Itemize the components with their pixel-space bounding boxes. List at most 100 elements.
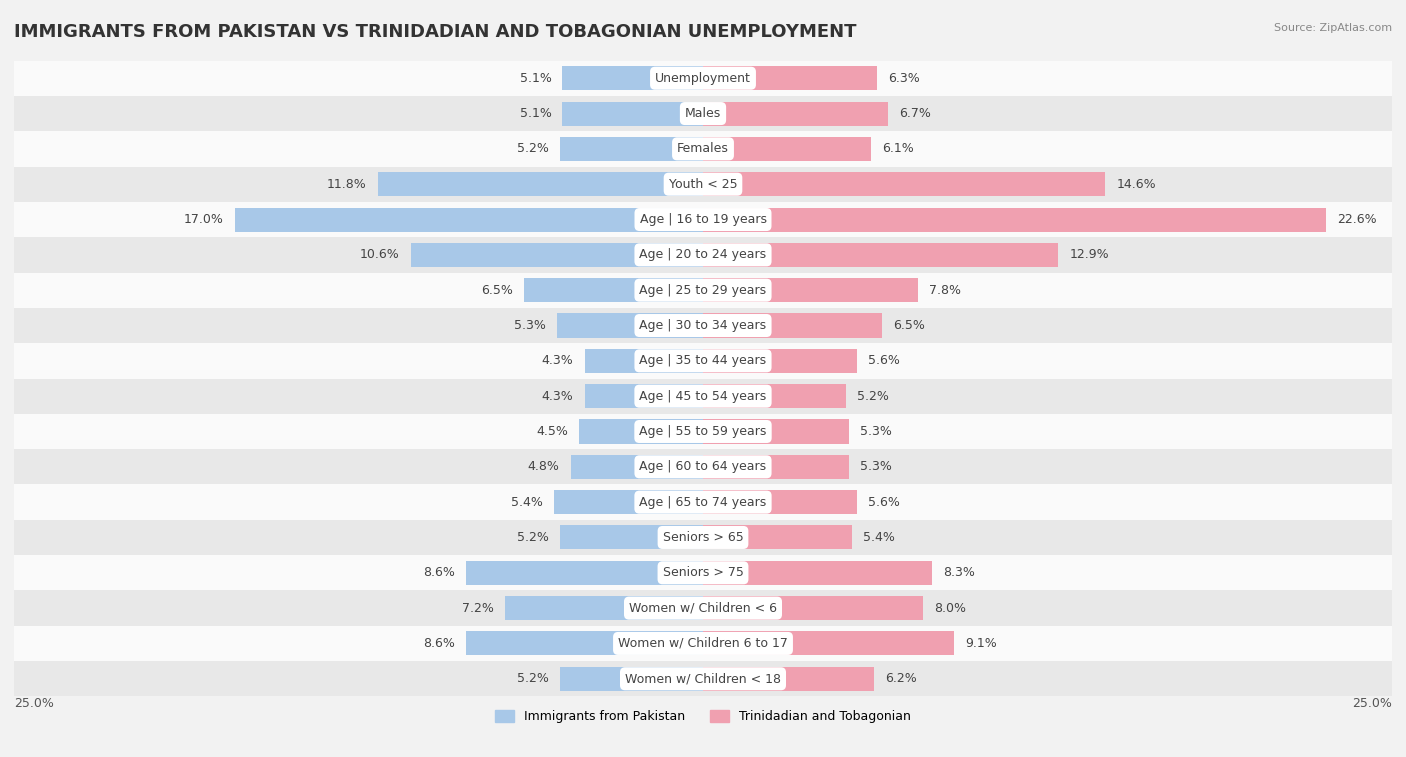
Bar <box>585 349 703 373</box>
Text: Unemployment: Unemployment <box>655 72 751 85</box>
Text: 6.2%: 6.2% <box>884 672 917 685</box>
Bar <box>703 631 953 656</box>
Text: 17.0%: 17.0% <box>184 213 224 226</box>
Bar <box>703 596 924 620</box>
Text: 6.5%: 6.5% <box>893 319 925 332</box>
Text: 5.3%: 5.3% <box>515 319 546 332</box>
Bar <box>14 61 1392 96</box>
Bar <box>14 131 1392 167</box>
Bar <box>524 278 703 302</box>
Text: Age | 60 to 64 years: Age | 60 to 64 years <box>640 460 766 473</box>
Text: 9.1%: 9.1% <box>965 637 997 650</box>
Bar <box>562 101 703 126</box>
Text: 6.7%: 6.7% <box>898 107 931 120</box>
Text: 5.6%: 5.6% <box>869 496 900 509</box>
Bar <box>411 243 703 267</box>
Text: Women w/ Children < 18: Women w/ Children < 18 <box>626 672 780 685</box>
Text: Age | 16 to 19 years: Age | 16 to 19 years <box>640 213 766 226</box>
Bar <box>703 349 858 373</box>
Bar <box>14 520 1392 555</box>
Bar <box>703 667 875 691</box>
Text: 5.6%: 5.6% <box>869 354 900 367</box>
Text: 12.9%: 12.9% <box>1070 248 1109 261</box>
Text: 5.4%: 5.4% <box>863 531 894 544</box>
Bar <box>703 455 849 479</box>
Text: 4.8%: 4.8% <box>527 460 560 473</box>
Text: 8.6%: 8.6% <box>423 637 456 650</box>
Bar <box>703 278 918 302</box>
Text: Women w/ Children < 6: Women w/ Children < 6 <box>628 602 778 615</box>
Bar <box>703 172 1105 196</box>
Text: 8.0%: 8.0% <box>935 602 966 615</box>
Text: IMMIGRANTS FROM PAKISTAN VS TRINIDADIAN AND TOBAGONIAN UNEMPLOYMENT: IMMIGRANTS FROM PAKISTAN VS TRINIDADIAN … <box>14 23 856 41</box>
Legend: Immigrants from Pakistan, Trinidadian and Tobagonian: Immigrants from Pakistan, Trinidadian an… <box>491 706 915 728</box>
Text: Age | 55 to 59 years: Age | 55 to 59 years <box>640 425 766 438</box>
Text: Age | 45 to 54 years: Age | 45 to 54 years <box>640 390 766 403</box>
Text: 5.2%: 5.2% <box>858 390 889 403</box>
Bar <box>14 414 1392 449</box>
Text: 14.6%: 14.6% <box>1116 178 1156 191</box>
Bar <box>703 66 876 90</box>
Bar <box>14 96 1392 131</box>
Text: 25.0%: 25.0% <box>14 697 53 710</box>
Text: 5.2%: 5.2% <box>517 672 548 685</box>
Bar <box>14 167 1392 202</box>
Text: 5.3%: 5.3% <box>860 425 891 438</box>
Text: 10.6%: 10.6% <box>360 248 399 261</box>
Bar <box>703 419 849 444</box>
Text: 4.5%: 4.5% <box>536 425 568 438</box>
Text: 5.2%: 5.2% <box>517 142 548 155</box>
Bar <box>703 313 882 338</box>
Bar <box>14 484 1392 520</box>
Bar <box>14 590 1392 626</box>
Text: 5.1%: 5.1% <box>520 72 551 85</box>
Text: 8.6%: 8.6% <box>423 566 456 579</box>
Text: 22.6%: 22.6% <box>1337 213 1376 226</box>
Bar <box>465 631 703 656</box>
Bar <box>703 561 932 585</box>
Text: Source: ZipAtlas.com: Source: ZipAtlas.com <box>1274 23 1392 33</box>
Text: Age | 35 to 44 years: Age | 35 to 44 years <box>640 354 766 367</box>
Bar <box>560 137 703 161</box>
Bar <box>703 243 1059 267</box>
Text: 5.4%: 5.4% <box>512 496 543 509</box>
Text: Males: Males <box>685 107 721 120</box>
Text: 4.3%: 4.3% <box>541 390 574 403</box>
Text: Seniors > 75: Seniors > 75 <box>662 566 744 579</box>
Text: 6.1%: 6.1% <box>882 142 914 155</box>
Bar <box>703 525 852 550</box>
Bar <box>14 343 1392 378</box>
Bar <box>554 490 703 514</box>
Bar <box>14 449 1392 484</box>
Bar <box>235 207 703 232</box>
Bar <box>14 273 1392 308</box>
Text: 11.8%: 11.8% <box>328 178 367 191</box>
Text: 7.2%: 7.2% <box>461 602 494 615</box>
Text: Age | 30 to 34 years: Age | 30 to 34 years <box>640 319 766 332</box>
Text: Women w/ Children 6 to 17: Women w/ Children 6 to 17 <box>619 637 787 650</box>
Bar <box>557 313 703 338</box>
Text: 4.3%: 4.3% <box>541 354 574 367</box>
Bar <box>703 490 858 514</box>
Bar <box>14 308 1392 343</box>
Bar <box>562 66 703 90</box>
Bar <box>703 207 1326 232</box>
Bar <box>560 667 703 691</box>
Text: 5.1%: 5.1% <box>520 107 551 120</box>
Bar <box>560 525 703 550</box>
Text: 6.3%: 6.3% <box>887 72 920 85</box>
Bar <box>571 455 703 479</box>
Text: Females: Females <box>678 142 728 155</box>
Bar <box>14 202 1392 237</box>
Bar <box>14 555 1392 590</box>
Bar <box>703 101 887 126</box>
Bar <box>505 596 703 620</box>
Text: Age | 25 to 29 years: Age | 25 to 29 years <box>640 284 766 297</box>
Bar <box>378 172 703 196</box>
Text: 6.5%: 6.5% <box>481 284 513 297</box>
Bar <box>579 419 703 444</box>
Bar <box>585 384 703 408</box>
Bar <box>465 561 703 585</box>
Bar <box>14 378 1392 414</box>
Text: 7.8%: 7.8% <box>929 284 960 297</box>
